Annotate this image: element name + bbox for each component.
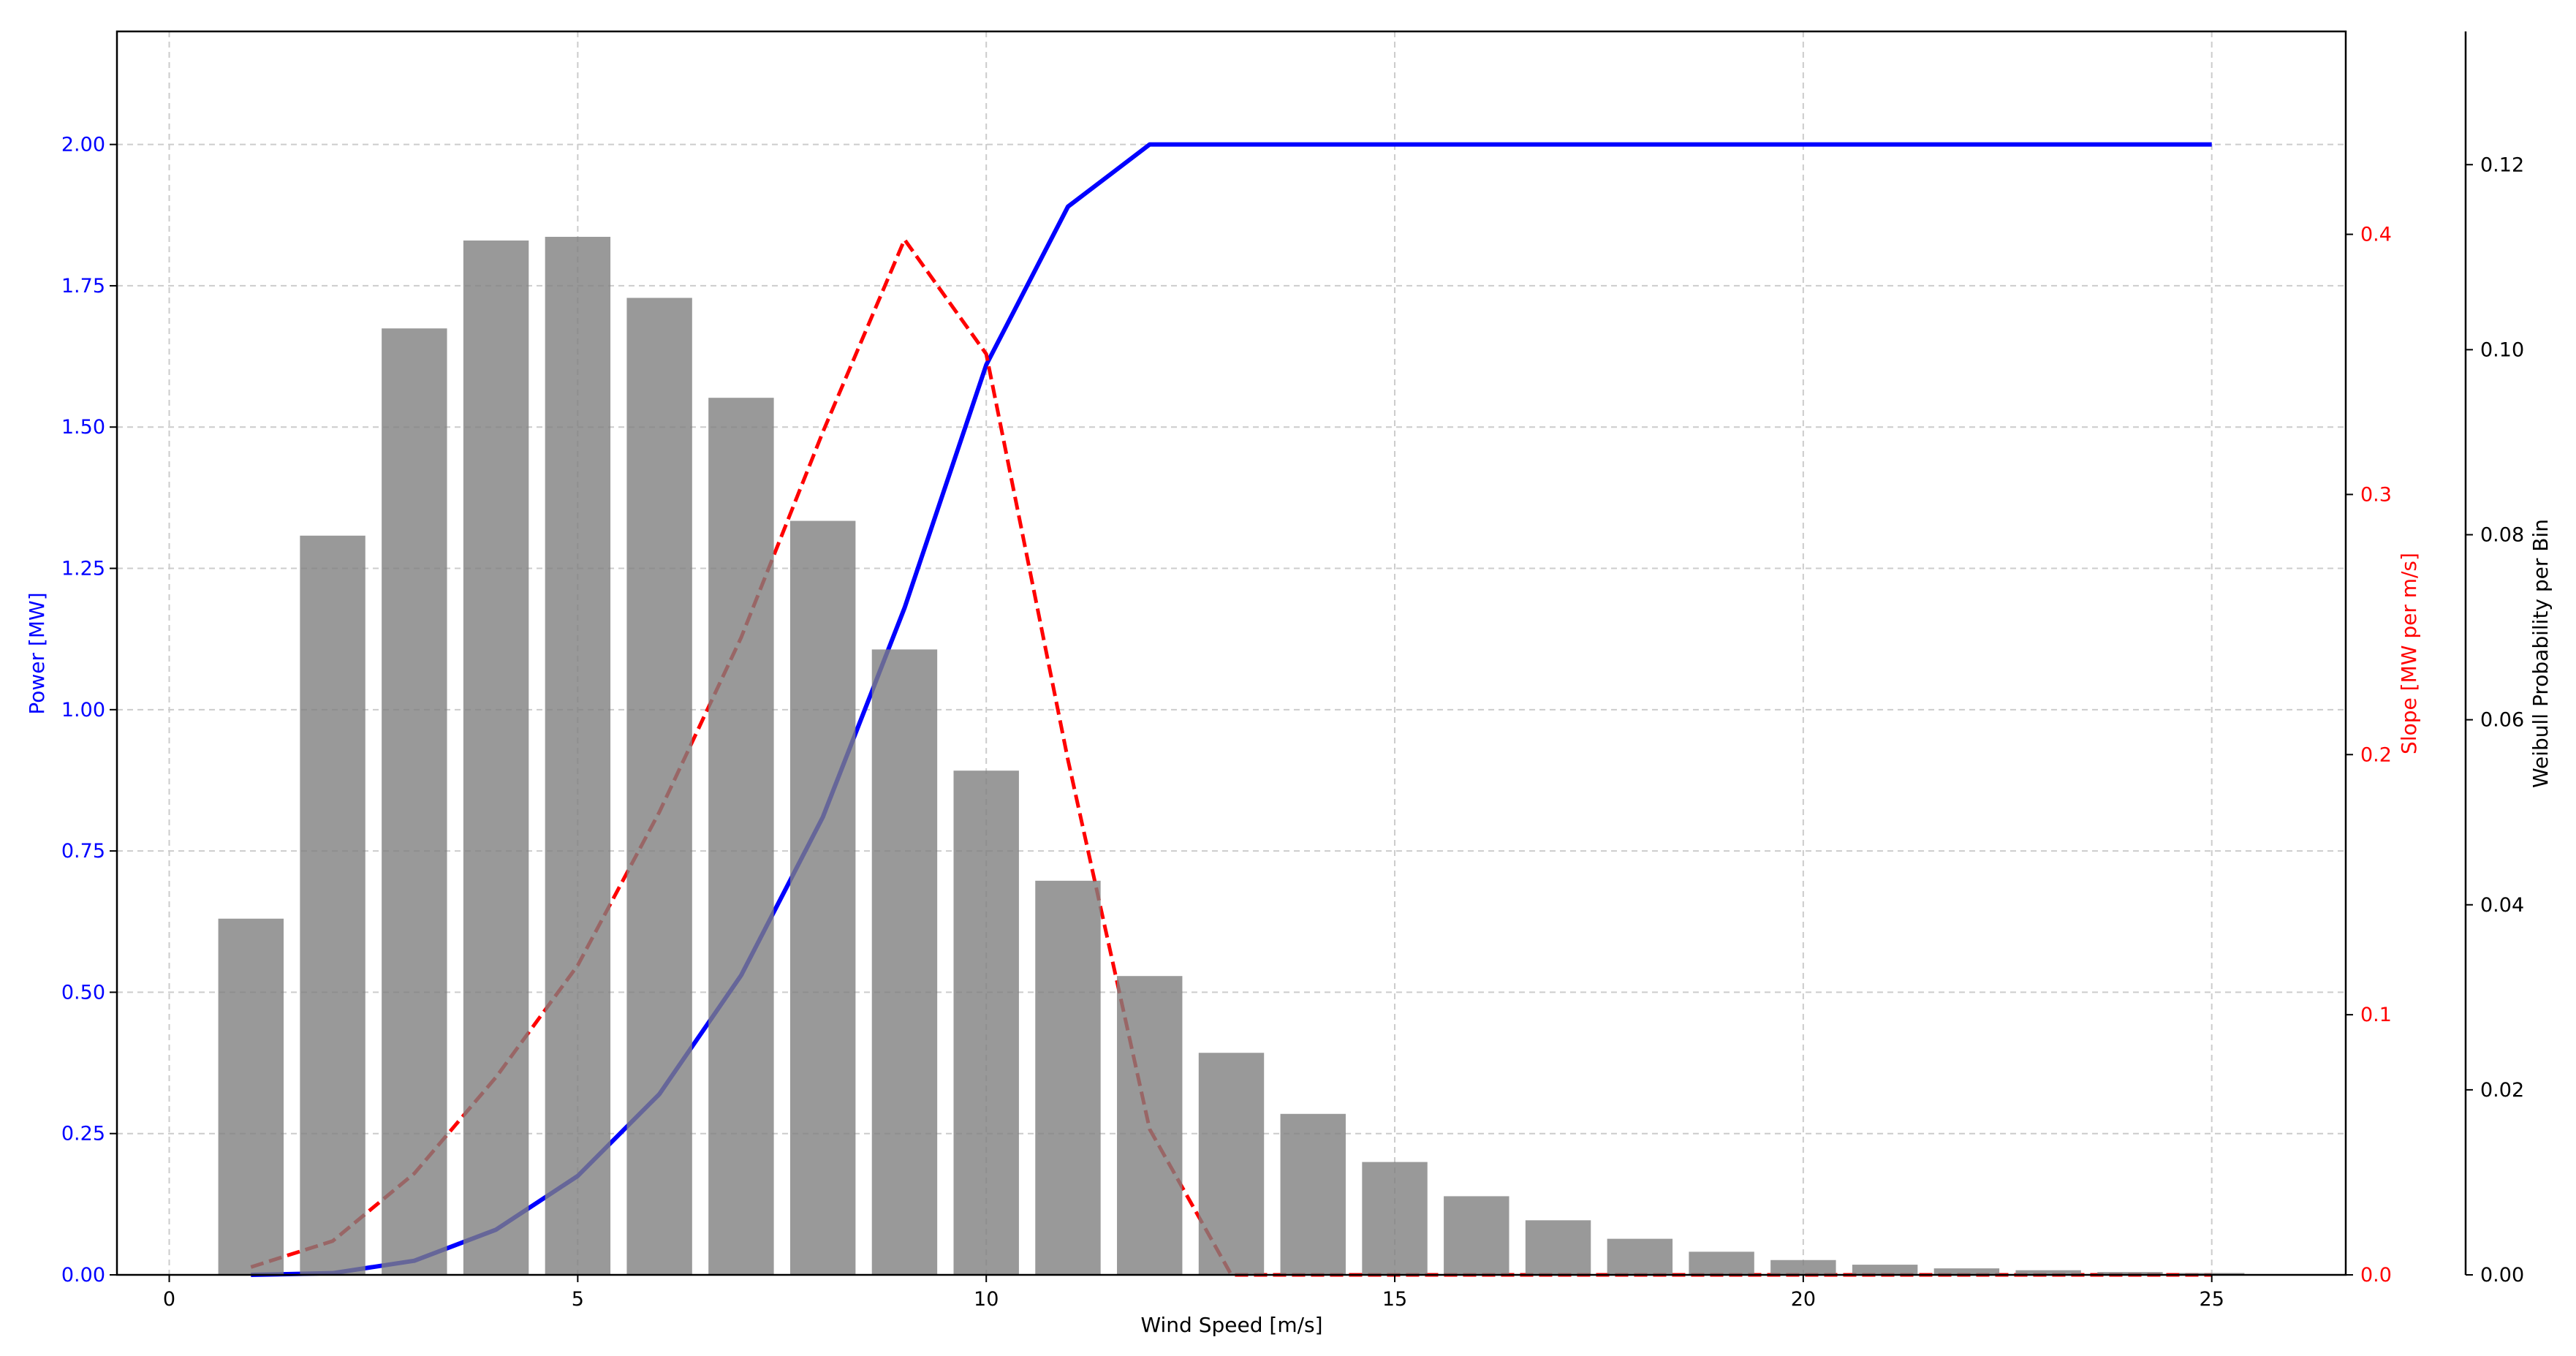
power-tick-label: 0.50	[61, 981, 105, 1004]
probability-bars	[218, 236, 2245, 1275]
probability-bar	[789, 520, 856, 1275]
probability-bar	[1117, 976, 1183, 1275]
probability-bar	[1607, 1238, 1673, 1275]
x-tick-label: 5	[572, 1288, 584, 1311]
probability-axis-label: Weibull Probability per Bin	[2528, 519, 2553, 788]
power-axis-label: Power [MW]	[25, 592, 49, 714]
probability-bar	[218, 918, 284, 1275]
probability-bar	[2178, 1273, 2245, 1275]
probability-bar	[1933, 1268, 2000, 1275]
power-tick-label: 0.75	[61, 840, 105, 863]
probability-bar	[626, 298, 692, 1275]
x-tick-label: 15	[1382, 1288, 1407, 1311]
plot-frame	[115, 30, 2347, 1276]
probability-bar	[1770, 1260, 1836, 1275]
slope-tick-label: 0.3	[2360, 483, 2392, 506]
probability-bar	[300, 535, 365, 1275]
probability-tick-label: 0.04	[2480, 894, 2524, 917]
probability-bar	[1362, 1162, 1428, 1275]
slope-tick-label: 0.2	[2360, 743, 2392, 766]
power-tick-label: 1.75	[61, 275, 105, 298]
probability-bar	[545, 236, 611, 1275]
probability-bar	[1852, 1265, 1918, 1275]
probability-tick-label: 0.12	[2480, 154, 2524, 176]
probability-bar	[2015, 1270, 2081, 1275]
power-tick-label: 1.25	[61, 558, 105, 580]
probability-bar	[1198, 1053, 1265, 1275]
axes: 0 5 10 15 20 25 0.00 0.25 0.50 0.75 1.00 1.25 1.50 1.…	[61, 30, 2524, 1311]
x-tick-label: 0	[163, 1288, 175, 1311]
x-tick-label: 25	[2200, 1288, 2224, 1311]
slope-tick-label: 0.4	[2360, 224, 2392, 246]
probability-tick-label: 0.00	[2480, 1264, 2524, 1287]
power-tick-label: 0.25	[61, 1123, 105, 1145]
probability-bar	[382, 328, 447, 1275]
probability-bar	[2097, 1272, 2163, 1275]
probability-tick-label: 0.06	[2480, 709, 2524, 732]
probability-bar	[1280, 1113, 1346, 1275]
probability-bar	[1689, 1251, 1754, 1275]
power-tick-label: 1.00	[61, 699, 105, 721]
probability-bar	[1035, 880, 1101, 1275]
x-axis-label: Wind Speed [m/s]	[1140, 1313, 1322, 1337]
slope-tick-label: 0.0	[2360, 1264, 2392, 1287]
probability-tick-label: 0.02	[2480, 1079, 2524, 1102]
x-tick-label: 20	[1791, 1288, 1816, 1311]
power-tick-label: 1.50	[61, 416, 105, 439]
slope-tick-label: 0.1	[2360, 1004, 2392, 1026]
probability-tick-label: 0.10	[2480, 338, 2524, 361]
power-tick-label: 0.00	[61, 1264, 105, 1287]
power-tick-label: 2.00	[61, 134, 105, 156]
slope-axis-label: Slope [MW per m/s]	[2397, 553, 2421, 754]
probability-bar	[1525, 1220, 1591, 1275]
probability-bar	[708, 398, 774, 1275]
probability-bar	[871, 649, 938, 1275]
probability-bar	[953, 770, 1019, 1275]
probability-tick-label: 0.08	[2480, 524, 2524, 547]
probability-bar	[1444, 1196, 1509, 1275]
probability-bar	[463, 240, 529, 1275]
x-tick-label: 10	[974, 1288, 999, 1311]
